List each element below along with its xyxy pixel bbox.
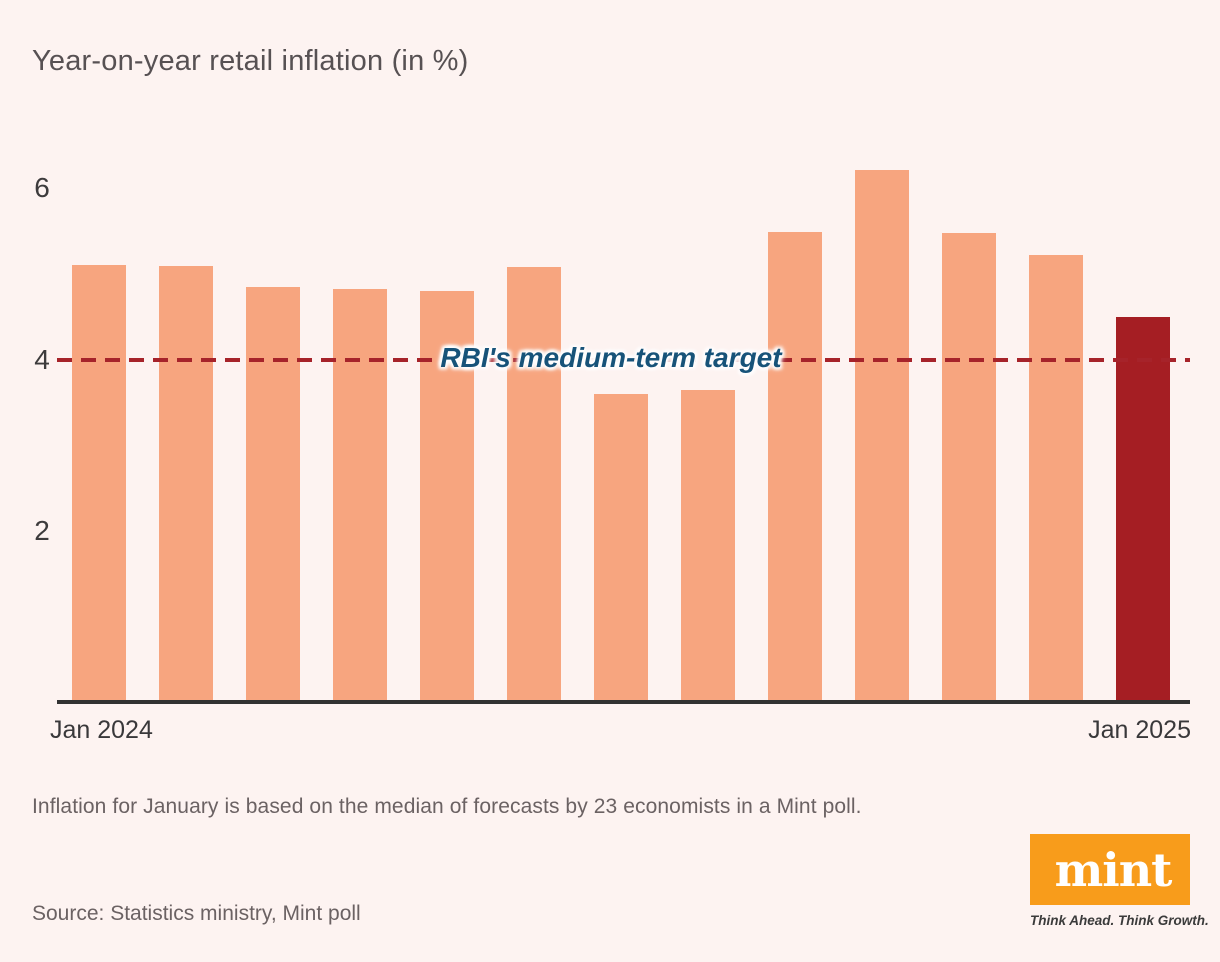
mint-logo-block: mint Think Ahead. Think Growth. bbox=[1030, 834, 1209, 928]
bar-jan-2025 bbox=[1115, 316, 1170, 702]
bar-feb-2024 bbox=[158, 266, 213, 702]
bar-aug-2024 bbox=[680, 389, 735, 702]
bar-apr-2024 bbox=[332, 288, 387, 702]
x-axis-label-end: Jan 2025 bbox=[1088, 716, 1191, 744]
source-attribution: Source: Statistics ministry, Mint poll bbox=[32, 902, 361, 925]
mint-logo: mint bbox=[1030, 834, 1190, 905]
bar-jan-2024 bbox=[71, 265, 126, 702]
bar-sep-2024 bbox=[767, 232, 822, 702]
bar-jul-2024 bbox=[593, 393, 648, 702]
rbi-target-line-label: RBI's medium-term target bbox=[440, 342, 782, 373]
x-axis-line bbox=[57, 700, 1190, 704]
rbi-target-line bbox=[57, 358, 1190, 362]
bar-dec-2024 bbox=[1028, 255, 1083, 702]
y-tick-label-4: 4 bbox=[34, 343, 50, 375]
y-tick-label-6: 6 bbox=[34, 172, 50, 204]
bar-jun-2024 bbox=[506, 267, 561, 702]
bar-nov-2024 bbox=[941, 232, 996, 702]
x-axis-label-start: Jan 2024 bbox=[50, 716, 153, 744]
mint-logo-wordmark: mint bbox=[1054, 842, 1173, 897]
bar-oct-2024 bbox=[854, 170, 909, 702]
chart-title: Year-on-year retail inflation (in %) bbox=[32, 45, 469, 77]
y-tick-label-2: 2 bbox=[34, 514, 50, 546]
bar-mar-2024 bbox=[245, 286, 300, 702]
chart-footnote: Inflation for January is based on the me… bbox=[32, 795, 862, 818]
mint-logo-tagline: Think Ahead. Think Growth. bbox=[1030, 913, 1209, 928]
